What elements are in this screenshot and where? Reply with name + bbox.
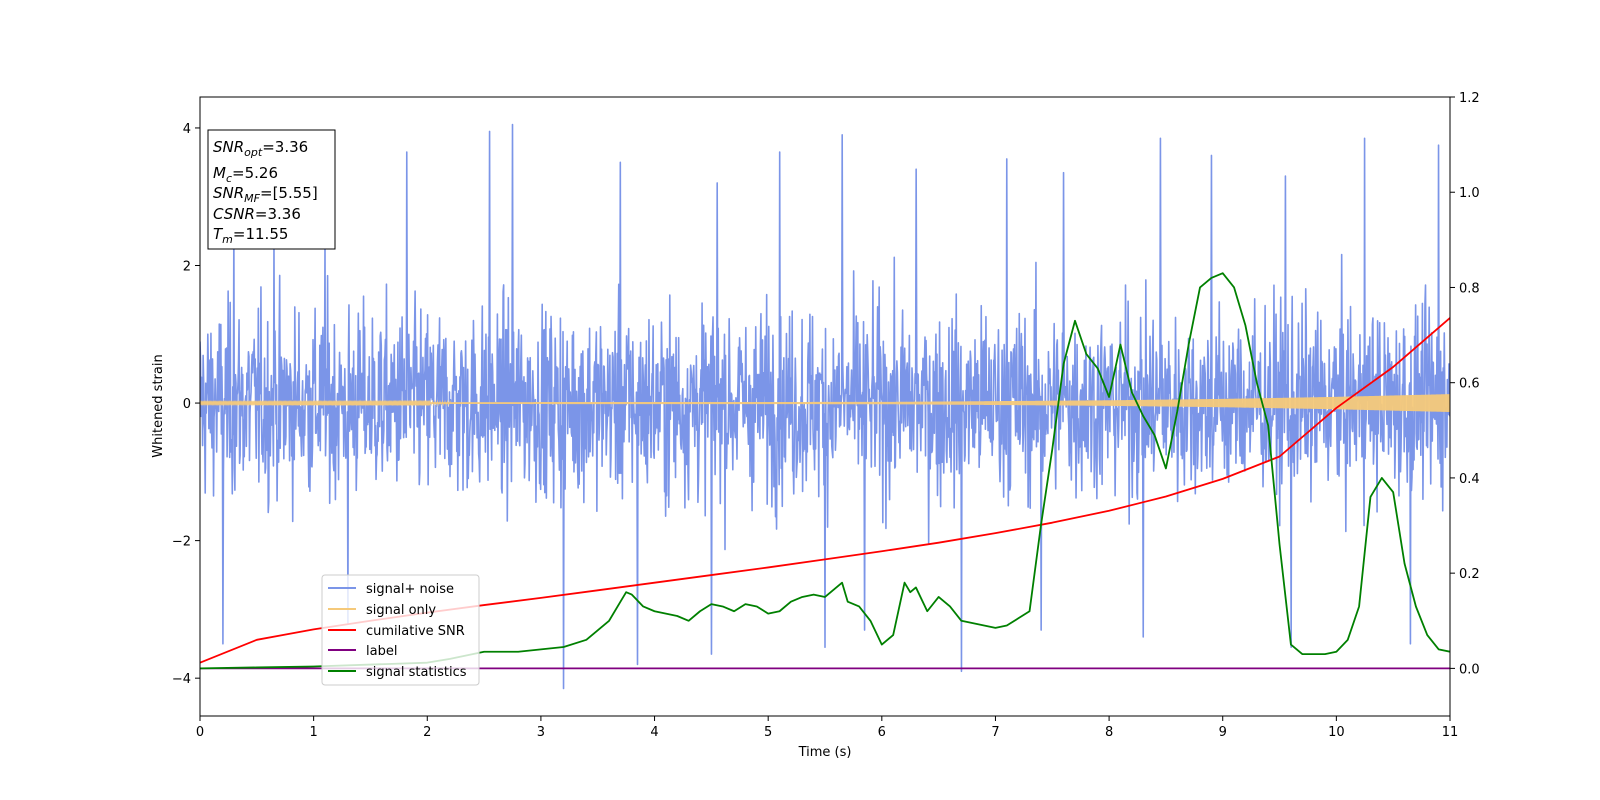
y-right-tick-label: 0.4 bbox=[1459, 472, 1480, 487]
y-left-tick-label: 2 bbox=[183, 260, 191, 275]
legend-frame bbox=[321, 574, 480, 686]
stats-annotation-box: SNRopt=3.36 Mc=5.26 SNRMF=[5.55] CSNR=3.… bbox=[207, 129, 336, 250]
y-right-tick-label: 0.6 bbox=[1459, 377, 1480, 392]
x-tick-label: 10 bbox=[1328, 725, 1345, 740]
legend-label-signal-only: signal only bbox=[366, 603, 436, 618]
legend-label-cumulative-snr: cumilative SNR bbox=[366, 624, 465, 639]
y-left-tick-label: 4 bbox=[183, 122, 191, 137]
plot-frame bbox=[199, 96, 1451, 717]
y-axis-left-label: Whitened strain bbox=[151, 354, 166, 457]
x-tick-label: 11 bbox=[1442, 725, 1459, 740]
stat-tm: Tm=11.55 bbox=[213, 225, 288, 246]
legend: signal+ noise signal only cumilative SNR… bbox=[321, 574, 480, 686]
y-left-tick-label: 0 bbox=[183, 397, 191, 412]
legend-item-label: label bbox=[328, 644, 397, 659]
legend-item-signal-only: signal only bbox=[328, 603, 436, 618]
y-right-tick-label: 1.2 bbox=[1459, 91, 1480, 106]
y-left-tick-label: −2 bbox=[172, 535, 191, 550]
x-tick-label: 1 bbox=[309, 725, 317, 740]
legend-item-cumulative-snr: cumilative SNR bbox=[328, 624, 465, 639]
y-right-tick-label: 0.2 bbox=[1459, 567, 1480, 582]
y-right-tick-label: 1.0 bbox=[1459, 186, 1480, 201]
x-tick-label: 4 bbox=[650, 725, 658, 740]
x-tick-label: 0 bbox=[196, 725, 204, 740]
x-tick-label: 7 bbox=[991, 725, 999, 740]
y-axis-left: −4 −2 0 2 4 bbox=[172, 122, 200, 687]
x-axis: 0 1 2 3 4 5 6 7 8 9 10 11 bbox=[196, 716, 1458, 740]
legend-item-signal-plus-noise: signal+ noise bbox=[328, 582, 454, 597]
y-left-tick-label: −4 bbox=[172, 672, 191, 687]
stat-snr-opt: SNRopt=3.36 bbox=[213, 138, 308, 159]
x-tick-label: 3 bbox=[537, 725, 545, 740]
x-tick-label: 5 bbox=[764, 725, 772, 740]
y-axis-right: 0.0 0.2 0.4 0.6 0.8 1.0 1.2 bbox=[1450, 91, 1480, 677]
series-signal-only bbox=[200, 394, 1450, 413]
series-signal-plus-noise bbox=[200, 123, 1450, 690]
series-signal-statistics bbox=[200, 272, 1450, 670]
x-tick-label: 8 bbox=[1105, 725, 1113, 740]
legend-item-signal-statistics: signal statistics bbox=[328, 665, 467, 680]
y-right-tick-label: 0.0 bbox=[1459, 662, 1480, 677]
legend-label-signal-plus-noise: signal+ noise bbox=[366, 582, 454, 597]
legend-label-label: label bbox=[366, 644, 397, 659]
x-tick-label: 9 bbox=[1219, 725, 1227, 740]
series-line-signal-statistics bbox=[200, 272, 1450, 670]
stat-mc: Mc=5.26 bbox=[213, 164, 278, 185]
series-line-signal-only bbox=[200, 394, 1450, 413]
stat-snr-mf: SNRMF=[5.55] bbox=[213, 184, 318, 205]
series-line-signal-plus-noise bbox=[200, 123, 1450, 690]
legend-label-signal-statistics: signal statistics bbox=[366, 665, 467, 680]
x-tick-label: 6 bbox=[878, 725, 886, 740]
y-right-tick-label: 0.8 bbox=[1459, 281, 1480, 296]
stat-csnr: CSNR=3.36 bbox=[213, 205, 301, 223]
x-tick-label: 2 bbox=[423, 725, 431, 740]
x-axis-label: Time (s) bbox=[798, 745, 852, 760]
